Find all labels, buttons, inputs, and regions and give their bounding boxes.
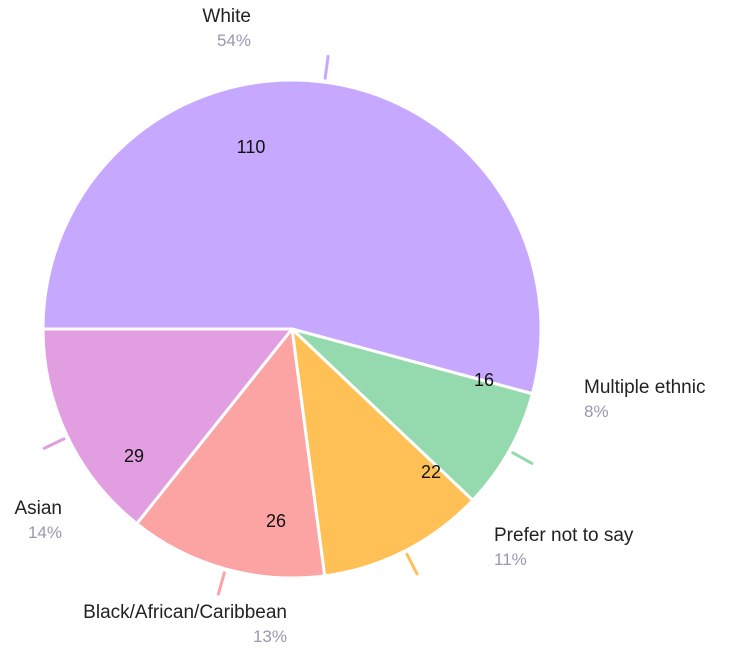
percent-label-multiple-ethnic: 8% [584, 402, 609, 421]
percent-label-prefer-not-to-say: 11% [494, 550, 527, 569]
category-labels: White 54% Multiple ethnic 8% Prefer not … [14, 6, 705, 646]
value-label-asian: 29 [124, 446, 144, 466]
leader-line-multiple-ethnic [511, 451, 534, 465]
category-label-white: White [202, 6, 251, 27]
pie-slices [41, 78, 543, 580]
leader-lines [42, 54, 534, 596]
pie-slice-prefer-not-to-say [290, 327, 475, 578]
category-label-multiple-ethnic: Multiple ethnic [584, 377, 705, 398]
leader-line-prefer-not-to-say [405, 552, 419, 576]
category-label-prefer-not-to-say: Prefer not to say [494, 525, 634, 546]
leader-line-white [323, 54, 330, 80]
leader-line-asian [42, 437, 66, 450]
value-label-multiple-ethnic: 16 [474, 370, 494, 390]
value-label-white: 110 [237, 137, 266, 157]
pie-slice-white [41, 78, 543, 396]
value-label-prefer-not-to-say: 22 [421, 462, 441, 482]
percent-label-asian: 14% [28, 523, 62, 542]
category-label-asian: Asian [14, 498, 62, 519]
value-labels: 110 16 22 26 29 [124, 137, 494, 531]
leader-line-black-african-caribbean [216, 571, 226, 596]
percent-label-black-african-caribbean: 13% [253, 627, 287, 646]
value-label-black-african-caribbean: 26 [266, 511, 286, 531]
percent-label-white: 54% [217, 31, 251, 50]
category-label-black-african-caribbean: Black/African/Caribbean [83, 602, 287, 623]
pie-slice-black-african-caribbean [135, 327, 327, 580]
pie-slice-multiple-ethnic [290, 327, 534, 502]
pie-slice-asian [41, 327, 294, 526]
